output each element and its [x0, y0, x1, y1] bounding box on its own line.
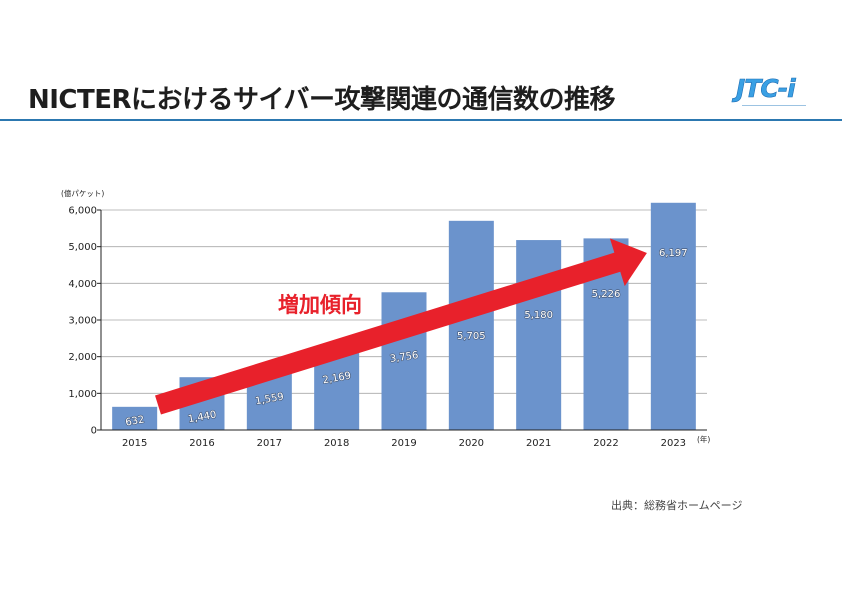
x-tick-label: 2021 [526, 438, 551, 449]
x-tick-label: 2018 [324, 438, 349, 449]
jtc-logo: JTC-i [736, 74, 816, 110]
x-unit-label: (年) [697, 434, 710, 444]
y-axis-ticks: 0 1,000 2,000 3,000 4,000 5,000 6,000 [68, 206, 101, 437]
x-tick-label: 2019 [391, 438, 416, 449]
bar-2021 [516, 240, 562, 430]
trend-arrow-shape [155, 238, 647, 415]
trend-arrow [155, 238, 647, 415]
data-label: 5,226 [592, 289, 621, 300]
y-tick-label: 1,000 [68, 389, 97, 400]
logo-wordmark: JTC-i [736, 74, 796, 104]
y-unit-label: (億パケット) [61, 188, 104, 198]
x-tick-label: 2016 [189, 438, 214, 449]
x-axis-ticks: 2015 2016 2017 2018 2019 2020 2021 2022 2023 [122, 438, 686, 449]
y-tick-label: 5,000 [68, 242, 97, 253]
x-tick-label: 2023 [661, 438, 686, 449]
bar-2020 [448, 220, 494, 430]
data-label: 5,180 [524, 310, 553, 321]
y-tick-label: 6,000 [68, 206, 97, 217]
y-tick-label: 4,000 [68, 279, 97, 290]
data-label: 6,197 [659, 248, 688, 259]
bar-2023 [650, 202, 696, 430]
source-note: 出典：総務省ホームページ [611, 499, 743, 512]
y-tick-label: 0 [91, 426, 97, 437]
data-label: 632 [125, 414, 146, 428]
trend-annotation: 増加傾向 [278, 293, 362, 317]
data-label: 5,705 [457, 331, 486, 342]
x-tick-label: 2015 [122, 438, 147, 449]
title-rule [0, 119, 842, 121]
x-tick-label: 2020 [459, 438, 484, 449]
bar-2015 [112, 406, 158, 430]
data-labels: 632 1,4401,5592,1693,7565,7055,1805,2266,… [124, 247, 688, 429]
x-tick-label: 2017 [257, 438, 282, 449]
data-label: 3,756 [389, 350, 419, 365]
y-tick-label: 2,000 [68, 352, 97, 363]
x-tick-label: 2022 [593, 438, 618, 449]
slide-title: NICTERにおけるサイバー攻撃関連の通信数の推移 [28, 85, 616, 115]
logo-tagline-rule [742, 105, 806, 106]
y-tick-label: 3,000 [68, 316, 97, 327]
